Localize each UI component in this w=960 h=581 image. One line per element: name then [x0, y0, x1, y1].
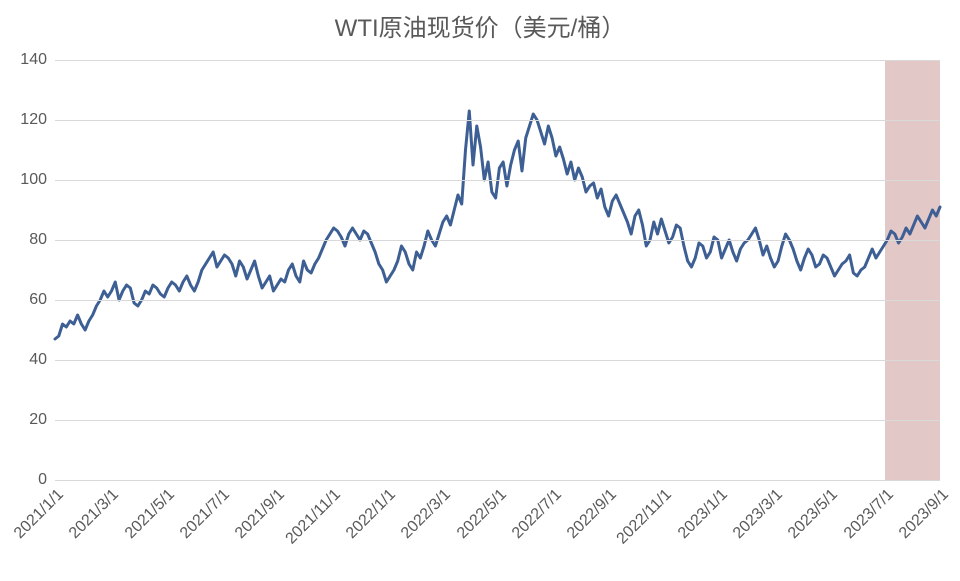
x-tick-label: 2021/7/1: [177, 486, 234, 543]
x-tick-label: 2022/9/1: [564, 486, 621, 543]
x-tick-label: 2023/5/1: [785, 486, 842, 543]
y-tick-label: 100: [20, 171, 55, 189]
wti-crude-chart: WTI原油现货价（美元/桶） 0204060801001201402021/1/…: [0, 0, 960, 581]
x-tick-label: 2022/7/1: [509, 486, 566, 543]
line-series: [55, 60, 940, 480]
y-tick-label: 60: [29, 291, 55, 309]
y-tick-label: 140: [20, 51, 55, 69]
x-tick-label: 2021/5/1: [122, 486, 179, 543]
y-tick-label: 120: [20, 111, 55, 129]
grid-line: [55, 360, 940, 361]
x-tick-label: 2021/1/1: [11, 486, 68, 543]
y-tick-label: 40: [29, 351, 55, 369]
x-tick-label: 2022/1/1: [343, 486, 400, 543]
grid-line: [55, 60, 940, 61]
y-tick-label: 80: [29, 231, 55, 249]
x-tick-label: 2021/3/1: [66, 486, 123, 543]
grid-line: [55, 480, 940, 481]
x-tick-label: 2023/1/1: [675, 486, 732, 543]
x-tick-label: 2023/9/1: [896, 486, 953, 543]
grid-line: [55, 300, 940, 301]
x-tick-label: 2023/3/1: [730, 486, 787, 543]
grid-line: [55, 120, 940, 121]
y-tick-label: 20: [29, 411, 55, 429]
x-tick-label: 2022/3/1: [398, 486, 455, 543]
price-line: [55, 111, 940, 339]
plot-area: 0204060801001201402021/1/12021/3/12021/5…: [55, 60, 940, 480]
x-tick-label: 2022/11/1: [614, 486, 676, 548]
x-tick-label: 2022/5/1: [453, 486, 510, 543]
x-tick-label: 2021/9/1: [232, 486, 289, 543]
y-tick-label: 0: [38, 471, 55, 489]
grid-line: [55, 180, 940, 181]
x-tick-label: 2021/11/1: [282, 486, 344, 548]
x-tick-label: 2023/7/1: [841, 486, 898, 543]
grid-line: [55, 420, 940, 421]
grid-line: [55, 240, 940, 241]
chart-title: WTI原油现货价（美元/桶）: [0, 8, 960, 43]
